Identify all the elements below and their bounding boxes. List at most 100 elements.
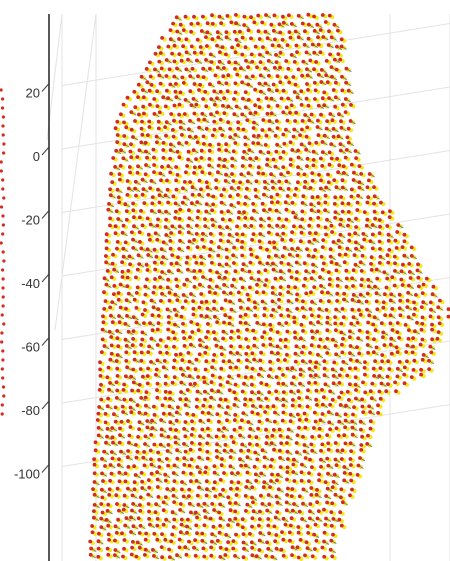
cloud-point-red <box>257 37 262 41</box>
cloud-point-red <box>171 471 176 475</box>
cloud-point-red <box>195 223 199 228</box>
cloud-point-red <box>407 262 412 266</box>
cloud-point-red <box>359 269 364 273</box>
cloud-point-red <box>265 247 269 252</box>
cloud-point-red <box>219 345 224 350</box>
cloud-point-red <box>151 147 156 152</box>
cloud-point-red <box>284 105 289 110</box>
cloud-point-red <box>128 170 133 175</box>
cloud-point-red <box>285 352 289 357</box>
cloud-point-red <box>235 224 239 229</box>
cloud-point-red <box>369 268 374 272</box>
cloud-point-red <box>311 269 316 274</box>
cloud-point-red <box>251 404 255 408</box>
cloud-point-red <box>359 448 364 452</box>
cloud-point-red <box>150 313 155 318</box>
cloud-point-red <box>398 313 403 318</box>
cloud-point-red <box>397 292 402 297</box>
cloud-point-red <box>159 418 164 422</box>
cloud-point-red <box>415 268 420 273</box>
cloud-point-red <box>200 111 205 116</box>
cloud-point-red <box>390 275 395 280</box>
cloud-point-red <box>235 238 240 243</box>
cloud-point-red <box>270 299 275 304</box>
cloud-point-red <box>161 141 166 145</box>
cloud-point-red <box>197 305 202 310</box>
cloud-point-red <box>96 426 101 430</box>
cloud-point-red <box>400 283 405 287</box>
cloud-point-red <box>187 239 192 244</box>
cloud-point-red <box>285 366 290 371</box>
cloud-point-red <box>357 328 362 333</box>
cloud-point-red <box>281 381 286 386</box>
cloud-point-red <box>380 359 384 364</box>
cloud-point-red <box>340 350 345 355</box>
cloud-point-red <box>233 269 238 274</box>
cloud-point-red <box>168 420 173 425</box>
cloud-point-red <box>334 80 338 85</box>
cloud-point-red <box>203 89 208 94</box>
cloud-point-red <box>327 13 332 18</box>
cloud-point-red <box>191 312 196 317</box>
cloud-point-red <box>136 82 141 87</box>
cloud-point-red <box>205 185 210 190</box>
cloud-point-red <box>292 457 296 462</box>
cloud-point-red <box>302 449 307 454</box>
cloud-point-red <box>322 103 327 108</box>
cloud-point-red <box>370 246 375 251</box>
cloud-point-red <box>372 337 376 342</box>
cloud-point-red <box>204 209 209 214</box>
cloud-point-red <box>333 343 338 348</box>
cloud-point-red <box>151 305 156 310</box>
cloud-point-red <box>149 209 154 213</box>
cloud-point-red <box>114 209 119 214</box>
cloud-point-red <box>371 366 376 371</box>
cloud-point-red <box>207 284 212 289</box>
cloud-point-red <box>229 344 234 349</box>
cloud-point-red <box>102 290 106 295</box>
cloud-point-red <box>219 463 224 468</box>
cloud-point-red <box>321 238 326 243</box>
cloud-point-red <box>347 238 352 243</box>
cloud-point-red <box>204 465 208 470</box>
cloud-point-red <box>334 463 339 467</box>
cloud-point-red <box>307 239 312 244</box>
cloud-point-red <box>163 374 168 379</box>
cloud-point-red <box>183 434 188 439</box>
cloud-point-red <box>316 72 321 77</box>
cloud-point-red <box>326 441 331 446</box>
cloud-point-red <box>224 172 228 177</box>
cloud-point-red <box>103 464 107 468</box>
cloud-point-red <box>419 372 423 377</box>
cloud-point-red <box>328 254 333 259</box>
cloud-point-red <box>132 357 137 362</box>
cloud-point-red <box>291 210 295 215</box>
cloud-point-red <box>373 328 378 333</box>
cloud-point-red <box>295 253 300 258</box>
cloud-point-red <box>328 112 333 116</box>
cloud-point-red <box>269 327 273 332</box>
cloud-point-red <box>184 170 188 175</box>
cloud-point-red <box>215 412 220 416</box>
cloud-point-red <box>236 358 241 363</box>
cloud-point-red <box>378 224 382 229</box>
cloud-point-red <box>381 335 385 339</box>
cloud-point-red <box>180 75 185 80</box>
cloud-point-red <box>408 276 413 280</box>
cloud-point-red <box>244 365 249 370</box>
cloud-point-red <box>374 291 379 296</box>
cloud-point-red <box>357 180 362 185</box>
cloud-point-red <box>131 315 136 319</box>
cloud-point-red <box>142 201 147 206</box>
cloud-point-red <box>189 103 194 107</box>
cloud-point-red <box>228 218 232 222</box>
cloud-point-red <box>215 43 219 48</box>
cloud-point-red <box>283 344 288 349</box>
cloud-point-red <box>381 300 386 305</box>
cloud-point-red <box>137 230 142 235</box>
cloud-point-red <box>292 90 297 94</box>
cloud-point-red <box>278 338 283 342</box>
cloud-point-red <box>222 187 226 192</box>
cloud-point-red <box>310 178 315 183</box>
cloud-point-red <box>335 276 340 281</box>
